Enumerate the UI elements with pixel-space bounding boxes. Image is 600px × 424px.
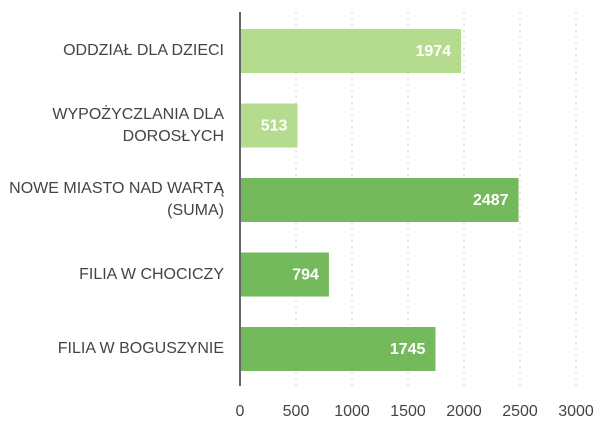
value-label: 513	[261, 118, 288, 135]
x-tick-label: 3000	[558, 403, 594, 420]
category-label: WYPOŻYCZLANIA DLA DOROSŁYCH	[52, 105, 224, 145]
bar	[240, 178, 519, 222]
category-label: FILIA W CHOCICZY	[79, 265, 224, 283]
x-tick-label: 2500	[502, 403, 538, 420]
value-label: 1745	[390, 341, 426, 358]
bar	[240, 103, 298, 148]
x-tick-label: 1000	[334, 403, 370, 420]
value-label: 2487	[473, 192, 509, 209]
x-tick-label: 0	[236, 403, 245, 420]
x-tick-label: 500	[283, 403, 310, 420]
x-tick-label: 1500	[390, 403, 426, 420]
bar	[240, 327, 436, 371]
category-label: ODDZIAŁ DLA DZIECI	[63, 42, 224, 59]
bar	[240, 252, 329, 297]
bar	[240, 29, 462, 73]
category-label: NOWE MIASTO NAD WARTĄ (SUMA)	[9, 180, 224, 219]
value-label: 1974	[415, 43, 451, 60]
x-tick-label: 2000	[446, 403, 482, 420]
value-label: 794	[292, 267, 319, 284]
category-label: FILIA W BOGUSZYNIE	[57, 340, 224, 357]
